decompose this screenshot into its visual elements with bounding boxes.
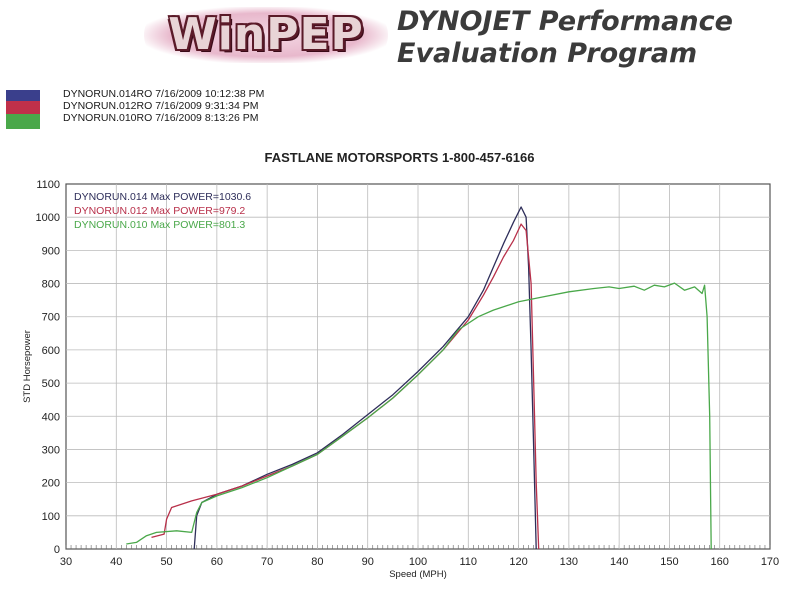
y-tick-label: 600 [42, 345, 60, 357]
y-tick-label: 700 [42, 312, 60, 324]
product-title: DYNOJET Performance Evaluation Program [397, 6, 797, 70]
legend-entry: DYNORUN.010 Max POWER=801.3 [74, 219, 245, 231]
x-tick-label: 170 [761, 556, 779, 568]
x-tick-label: 140 [610, 556, 628, 568]
logo-text: WinPEP [168, 9, 364, 60]
legend-entry: DYNORUN.012 Max POWER=979.2 [74, 205, 245, 217]
y-tick-label: 400 [42, 411, 60, 423]
run-swatch-3 [6, 114, 40, 129]
product-title-line-1: DYNOJET Performance [397, 6, 733, 37]
y-tick-label: 1100 [36, 179, 60, 191]
x-tick-label: 80 [311, 556, 323, 568]
x-tick-label: 100 [409, 556, 427, 568]
dyno-chart: 30 40 50 60 70 80 90 100 110 120 130 140 150 160 170 0 1… [0, 170, 799, 591]
x-tick-label: 120 [509, 556, 527, 568]
run-swatch-2 [6, 101, 40, 116]
x-tick-label: 60 [211, 556, 223, 568]
product-title-line-2: Evaluation Program [397, 38, 698, 69]
y-tick-label: 900 [42, 245, 60, 257]
legend-entry: DYNORUN.014 Max POWER=1030.6 [74, 191, 251, 203]
chart-title: FASTLANE MOTORSPORTS 1-800-457-6166 [264, 150, 535, 165]
logo-background [144, 7, 388, 63]
y-tick-label: 300 [42, 444, 60, 456]
chart-svg: 30 40 50 60 70 80 90 100 110 120 130 140 150 160 170 0 1… [22, 179, 779, 580]
run-label-2: DYNORUN.012RO 7/16/2009 9:31:34 PM [63, 100, 259, 112]
x-tick-label: 160 [711, 556, 729, 568]
series-line-dynorun-010 [126, 282, 712, 550]
y-tick-label: 1000 [36, 212, 60, 224]
run-label-3: DYNORUN.010RO 7/16/2009 8:13:26 PM [63, 112, 259, 124]
y-axis-label: STD Horsepower [22, 330, 33, 403]
y-tick-label: 800 [42, 279, 60, 291]
y-tick-label: 0 [54, 544, 60, 556]
header: WinPEP DYNOJET Performance Evaluation Pr… [0, 0, 799, 80]
x-tick-label: 130 [560, 556, 578, 568]
x-tick-label: 90 [362, 556, 374, 568]
winpep-logo: WinPEP [144, 5, 388, 65]
x-tick-label: 40 [110, 556, 122, 568]
x-axis-label: Speed (MPH) [389, 569, 447, 580]
x-tick-label: 30 [60, 556, 72, 568]
y-tick-label: 100 [42, 511, 60, 523]
y-tick-label: 200 [42, 478, 60, 490]
x-tick-label: 150 [660, 556, 678, 568]
x-tick-label: 70 [261, 556, 273, 568]
y-tick-label: 500 [42, 378, 60, 390]
x-tick-label: 110 [460, 556, 478, 568]
run-label-1: DYNORUN.014RO 7/16/2009 10:12:38 PM [63, 88, 265, 100]
x-tick-label: 50 [160, 556, 172, 568]
